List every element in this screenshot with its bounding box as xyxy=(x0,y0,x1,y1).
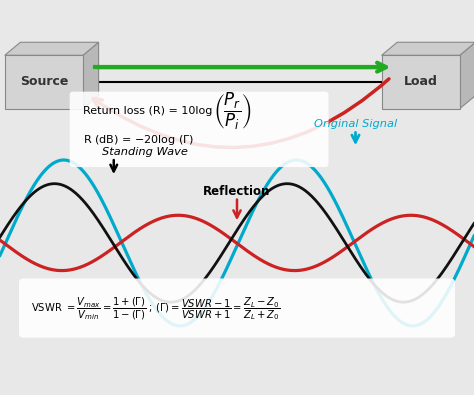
FancyBboxPatch shape xyxy=(5,55,83,109)
Text: Load: Load xyxy=(404,75,438,88)
FancyArrowPatch shape xyxy=(93,79,389,148)
Text: Standing Wave: Standing Wave xyxy=(102,147,188,157)
Polygon shape xyxy=(5,42,99,55)
Polygon shape xyxy=(83,42,99,109)
Text: Return loss (R) = 10log: Return loss (R) = 10log xyxy=(83,105,212,116)
Text: $\left(\dfrac{P_r}{P_i}\right)$: $\left(\dfrac{P_r}{P_i}\right)$ xyxy=(213,91,252,132)
Text: Reflection: Reflection xyxy=(203,185,271,198)
Text: R (dB) = $-$20log (Γ): R (dB) = $-$20log (Γ) xyxy=(83,133,194,147)
FancyBboxPatch shape xyxy=(19,278,455,338)
Polygon shape xyxy=(382,42,474,55)
Text: Original Signal: Original Signal xyxy=(314,119,397,130)
Text: Source: Source xyxy=(19,75,68,88)
Text: VSWR $= \dfrac{V_{max}}{V_{min}} = \dfrac{1+(\Gamma)}{1-(\Gamma)}$ ; $(\Gamma) =: VSWR $= \dfrac{V_{max}}{V_{min}} = \dfra… xyxy=(31,295,280,322)
FancyBboxPatch shape xyxy=(70,92,328,167)
FancyBboxPatch shape xyxy=(382,55,460,109)
Polygon shape xyxy=(460,42,474,109)
